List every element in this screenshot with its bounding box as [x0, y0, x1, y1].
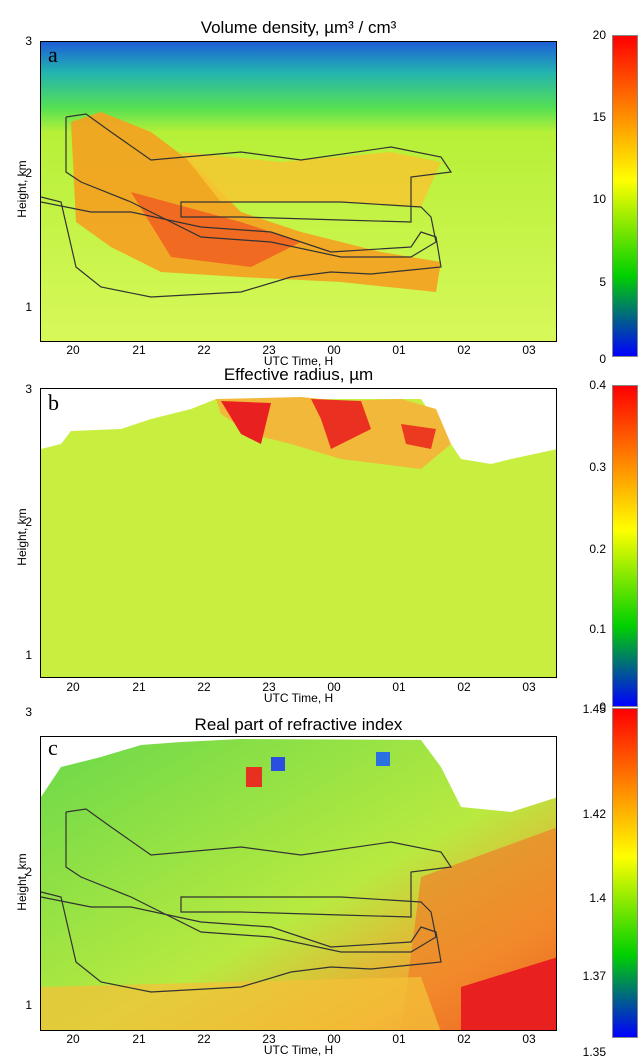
panel-c-ylabel: Height, km — [15, 853, 29, 911]
panel-c-cbar-tick: 1.35 — [582, 1045, 606, 1059]
panel-a-ylabel: Height, km — [15, 160, 29, 218]
panel-b-ytick: 3 — [25, 382, 32, 396]
panel-c-cbar-tick: 1.42 — [582, 807, 606, 821]
panel-b-xtick: 00 — [327, 680, 341, 694]
panel-b-title: Effective radius, µm — [40, 365, 557, 385]
panel-c-heatmap-svg — [41, 737, 556, 1030]
panel-a-cbar-tick: 5 — [599, 275, 606, 289]
panel-b-xtick: 01 — [392, 680, 406, 694]
panel-b-xtick: 02 — [457, 680, 471, 694]
panel-c-ytick: 3 — [25, 705, 32, 719]
panel-c-title-main: Real part of refractive index — [194, 715, 403, 734]
panel-b-ylabel: Height, km — [15, 508, 29, 566]
panel-a-cbar-tick: 20 — [592, 28, 606, 42]
panel-c-xtick: 02 — [457, 1032, 471, 1046]
panel-b-ytick: 1 — [25, 648, 32, 662]
panel-a-cbar-tick: 0 — [599, 352, 606, 366]
panel-b-cbar-tick: 0 — [599, 700, 606, 714]
panel-b-cbar-tick: 0.1 — [589, 622, 606, 636]
panel-b-title-unit: µm — [349, 365, 374, 384]
panel-c-xtick: 21 — [132, 1032, 146, 1046]
panel-b-heatmap-svg — [41, 389, 556, 677]
panel-c-xtick: 03 — [522, 1032, 536, 1046]
panel-c-heatmap — [40, 736, 557, 1031]
panel-a-cbar-tick: 10 — [592, 192, 606, 206]
panel-c: Real part of refractive index c — [0, 702, 643, 1063]
panel-a-ytick: 3 — [25, 34, 32, 48]
panel-a-xtick: 20 — [66, 343, 80, 357]
panel-a-colorbar — [612, 35, 638, 357]
panel-c-xtick: 22 — [197, 1032, 211, 1046]
panel-a-title: Volume density, µm³ / cm³ — [40, 18, 557, 38]
panel-c-ytick: 2 — [25, 865, 32, 879]
panel-a: Volume density, µm³ / cm³ a 3 2 1 Height… — [0, 10, 643, 368]
panel-b-cbar-tick: 0.4 — [589, 378, 606, 392]
panel-c-cbar-tick: 1.4 — [589, 891, 606, 905]
panel-a-ytick: 1 — [25, 300, 32, 314]
panel-b-xtick: 21 — [132, 680, 146, 694]
panel-b-letter: b — [48, 390, 59, 415]
panel-a-cbar-tick: 15 — [592, 110, 606, 124]
panel-c-cbar-tick: 1.45 — [582, 702, 606, 716]
panel-a-ytick: 2 — [25, 166, 32, 180]
panel-a-heatmap-svg — [41, 42, 556, 341]
panel-a-xtick: 21 — [132, 343, 146, 357]
panel-b-cbar-tick: 0.3 — [589, 460, 606, 474]
panel-a-xtick: 02 — [457, 343, 471, 357]
panel-b-xtick: 23 — [262, 680, 276, 694]
panel-b-title-main: Effective radius, — [223, 365, 350, 384]
panel-c-xtick: 01 — [392, 1032, 406, 1046]
panel-c-cbar-tick: 1.37 — [582, 969, 606, 983]
panel-a-xtick: 00 — [327, 343, 341, 357]
panel-c-colorbar — [612, 708, 638, 1038]
panel-a-xtick: 23 — [262, 343, 276, 357]
panel-b-cbar-tick: 0.2 — [589, 542, 606, 556]
panel-a-heatmap — [40, 41, 557, 342]
panel-c-xtick: 20 — [66, 1032, 80, 1046]
panel-a-title-main: Volume density, — [200, 18, 325, 37]
panel-b-ytick: 2 — [25, 515, 32, 529]
panel-c-xtick: 00 — [327, 1032, 341, 1046]
panel-b-xlabel: UTC Time, H — [263, 691, 334, 705]
panel-a-xlabel: UTC Time, H — [263, 354, 334, 368]
panel-b-colorbar — [612, 385, 638, 707]
panel-c-title: Real part of refractive index — [40, 715, 557, 735]
panel-c-ytick: 1 — [25, 998, 32, 1012]
panel-b-heatmap — [40, 388, 557, 678]
panel-b-xtick: 22 — [197, 680, 211, 694]
panel-b: Effective radius, µm b 3 2 1 Height, km … — [0, 360, 643, 714]
panel-a-xtick: 01 — [392, 343, 406, 357]
panel-a-title-unit: µm³ / cm³ — [324, 18, 397, 37]
panel-a-xtick: 22 — [197, 343, 211, 357]
panel-c-xtick: 23 — [262, 1032, 276, 1046]
panel-a-xtick: 03 — [522, 343, 536, 357]
panel-a-letter: a — [48, 42, 58, 67]
panel-b-xtick: 03 — [522, 680, 536, 694]
panel-c-xlabel: UTC Time, H — [263, 1043, 334, 1057]
panel-b-xtick: 20 — [66, 680, 80, 694]
panel-c-letter: c — [48, 735, 58, 760]
